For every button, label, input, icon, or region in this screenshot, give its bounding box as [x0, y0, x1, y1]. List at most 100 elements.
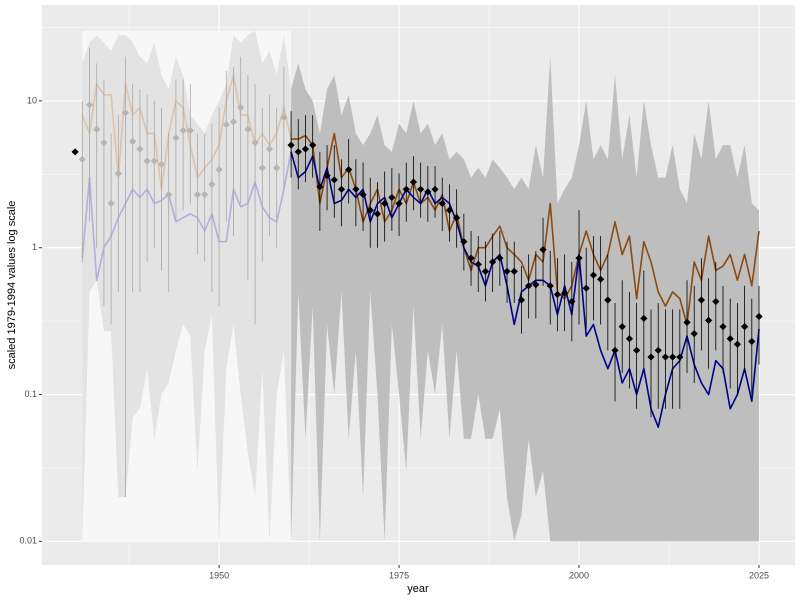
- point: [510, 267, 518, 275]
- point: [561, 289, 569, 297]
- point: [373, 210, 382, 218]
- point: [683, 318, 691, 326]
- point: [309, 141, 317, 149]
- y-tick-label: 10: [27, 95, 37, 105]
- point: [517, 296, 526, 304]
- point: [618, 323, 626, 331]
- point: [503, 267, 511, 275]
- point: [229, 118, 238, 126]
- point: [431, 185, 439, 193]
- point: [669, 353, 677, 361]
- point: [424, 188, 432, 196]
- point: [690, 330, 698, 338]
- line: [81, 151, 292, 282]
- point: [582, 284, 590, 292]
- point: [136, 145, 144, 153]
- point: [71, 148, 79, 156]
- plot-area: [71, 30, 763, 542]
- point: [726, 335, 734, 343]
- point: [273, 164, 281, 172]
- point: [654, 346, 662, 354]
- point: [201, 191, 209, 199]
- x-axis-title: year: [407, 583, 429, 595]
- point: [532, 281, 540, 289]
- x-tick-label: 2000: [569, 570, 589, 580]
- point: [222, 120, 230, 129]
- point: [409, 178, 418, 186]
- x-tick-label: 1975: [389, 570, 409, 580]
- point: [157, 160, 166, 168]
- point: [395, 199, 403, 208]
- point: [186, 126, 194, 134]
- point: [323, 171, 331, 180]
- point: [661, 353, 670, 361]
- point: [179, 126, 187, 134]
- point: [244, 125, 252, 133]
- point: [251, 138, 259, 147]
- point: [438, 199, 446, 208]
- point: [366, 206, 374, 214]
- point: [258, 164, 266, 172]
- point: [467, 254, 475, 262]
- ribbon: [82, 30, 292, 542]
- point: [481, 267, 490, 275]
- y-axis-title: scaled 1979-1994 values log scale: [6, 201, 18, 370]
- axes: 0.01 0.1 1 10 1950 1975 2000 2025: [19, 95, 769, 580]
- point: [417, 185, 425, 193]
- point: [733, 340, 742, 348]
- point: [755, 312, 763, 321]
- point: [352, 185, 360, 193]
- point: [589, 271, 598, 279]
- point: [330, 176, 338, 184]
- point: [604, 296, 612, 304]
- point: [741, 323, 749, 331]
- point: [546, 282, 554, 290]
- point: [294, 148, 302, 156]
- point: [93, 125, 101, 133]
- point: [215, 166, 223, 174]
- point: [697, 296, 706, 304]
- point: [237, 104, 245, 112]
- point: [172, 134, 180, 142]
- point: [496, 254, 504, 262]
- point: [381, 199, 389, 208]
- point: [611, 346, 619, 354]
- point: [388, 193, 396, 202]
- point: [402, 185, 410, 193]
- point: [337, 185, 346, 193]
- point: [460, 238, 468, 246]
- y-tick-label: 0.1: [24, 389, 37, 399]
- point: [625, 335, 634, 343]
- point: [453, 214, 461, 222]
- point: [107, 199, 115, 208]
- y-tick-label: 0.01: [19, 536, 37, 546]
- point: [78, 155, 86, 163]
- point: [143, 157, 151, 165]
- point: [712, 297, 720, 306]
- point: [150, 157, 158, 165]
- point: [705, 316, 713, 324]
- point: [445, 206, 454, 214]
- point: [539, 246, 547, 254]
- point: [489, 258, 497, 266]
- point: [280, 113, 288, 122]
- point: [193, 191, 202, 199]
- point: [265, 145, 274, 153]
- point: [676, 353, 684, 361]
- point: [121, 109, 130, 117]
- x-tick-label: 1950: [209, 570, 229, 580]
- point: [100, 138, 108, 147]
- x-tick-label: 2025: [749, 570, 769, 580]
- point: [359, 191, 367, 199]
- point: [85, 101, 94, 109]
- point: [301, 145, 310, 153]
- ribbon: [291, 56, 760, 542]
- point: [647, 353, 655, 361]
- point: [525, 282, 533, 290]
- point: [316, 183, 324, 191]
- point: [208, 180, 216, 188]
- point: [553, 290, 562, 299]
- point: [114, 169, 122, 178]
- point: [345, 166, 353, 174]
